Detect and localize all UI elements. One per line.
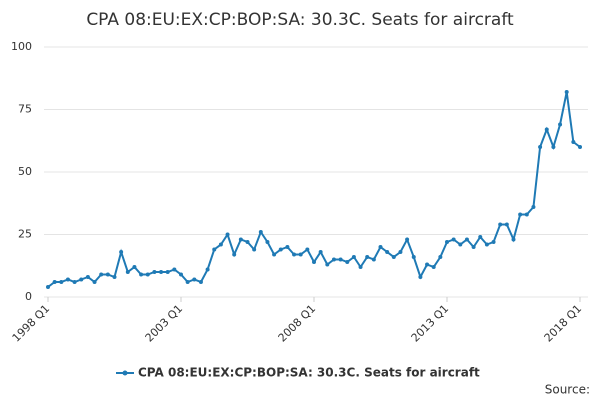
point — [152, 270, 157, 274]
y-tick-label: 0 — [25, 290, 32, 303]
point — [192, 277, 197, 282]
point — [371, 257, 376, 262]
point — [132, 265, 137, 269]
point — [378, 245, 383, 249]
point — [558, 122, 563, 127]
point — [365, 255, 370, 259]
point — [418, 275, 423, 279]
point — [265, 240, 270, 244]
point — [252, 247, 257, 252]
point — [318, 250, 323, 254]
point — [159, 270, 164, 274]
legend-label: CPA 08:EU:EX:CP:BOP:SA: 30.3C. Seats for… — [138, 366, 480, 380]
chart-title: CPA 08:EU:EX:CP:BOP:SA: 30.3C. Seats for… — [86, 10, 514, 30]
y-tick-label: 75 — [18, 103, 32, 116]
point — [205, 267, 210, 272]
point — [172, 267, 177, 272]
point — [425, 262, 430, 267]
point — [551, 145, 556, 149]
point — [305, 247, 310, 252]
point — [232, 252, 237, 257]
point — [312, 260, 316, 264]
line — [47, 91, 581, 288]
point — [391, 255, 396, 259]
x-tick-label: 2008 Q1 — [276, 302, 319, 345]
point — [578, 145, 582, 149]
point — [431, 265, 436, 269]
point — [484, 242, 489, 247]
point — [285, 245, 290, 249]
point — [524, 212, 529, 217]
point — [198, 280, 203, 284]
x-tick-label: 1998 Q1 — [10, 302, 53, 345]
point — [464, 237, 469, 242]
point — [59, 280, 64, 284]
point — [564, 90, 569, 94]
point — [398, 250, 403, 254]
point — [278, 247, 283, 252]
point — [511, 237, 516, 242]
point — [445, 240, 449, 244]
point — [325, 262, 330, 267]
point — [125, 270, 130, 274]
point — [238, 237, 243, 242]
point — [258, 230, 263, 234]
point — [85, 275, 90, 279]
point — [105, 272, 110, 277]
point — [405, 237, 410, 242]
point — [298, 252, 303, 257]
point — [518, 212, 523, 217]
point — [245, 240, 250, 244]
point — [179, 272, 183, 277]
point — [165, 270, 170, 274]
point — [145, 272, 150, 277]
point — [491, 240, 496, 244]
x-tick-label: 2003 Q1 — [143, 302, 186, 345]
point — [225, 232, 230, 237]
point — [185, 280, 190, 284]
y-tick-label: 100 — [11, 40, 32, 53]
x-tick-label: 2018 Q1 — [542, 302, 585, 345]
x-tick-label: 2013 Q1 — [409, 302, 452, 345]
point — [331, 257, 336, 262]
point — [99, 272, 104, 277]
point — [498, 222, 503, 227]
point — [544, 127, 549, 132]
point — [139, 272, 144, 277]
point — [385, 250, 390, 254]
point — [72, 280, 77, 284]
point — [471, 245, 476, 249]
point — [292, 252, 297, 257]
point — [218, 242, 223, 247]
point — [112, 275, 117, 279]
point — [119, 250, 124, 254]
point — [46, 285, 50, 289]
point — [358, 265, 363, 269]
point — [79, 277, 84, 282]
point — [571, 140, 576, 144]
legend-marker — [122, 370, 128, 376]
point — [351, 255, 356, 259]
point — [538, 145, 543, 149]
point — [212, 247, 217, 252]
point — [451, 237, 456, 242]
point — [338, 257, 343, 262]
point — [272, 252, 277, 257]
point — [531, 205, 536, 209]
point — [478, 235, 483, 239]
point — [52, 280, 57, 284]
point — [504, 222, 509, 227]
point — [458, 242, 463, 247]
y-tick-label: 50 — [18, 165, 32, 178]
point — [92, 280, 97, 284]
point — [345, 260, 350, 264]
point — [411, 255, 416, 259]
source: Source: — [545, 383, 590, 397]
point — [65, 277, 70, 282]
point — [438, 255, 443, 259]
y-tick-label: 25 — [18, 228, 32, 241]
